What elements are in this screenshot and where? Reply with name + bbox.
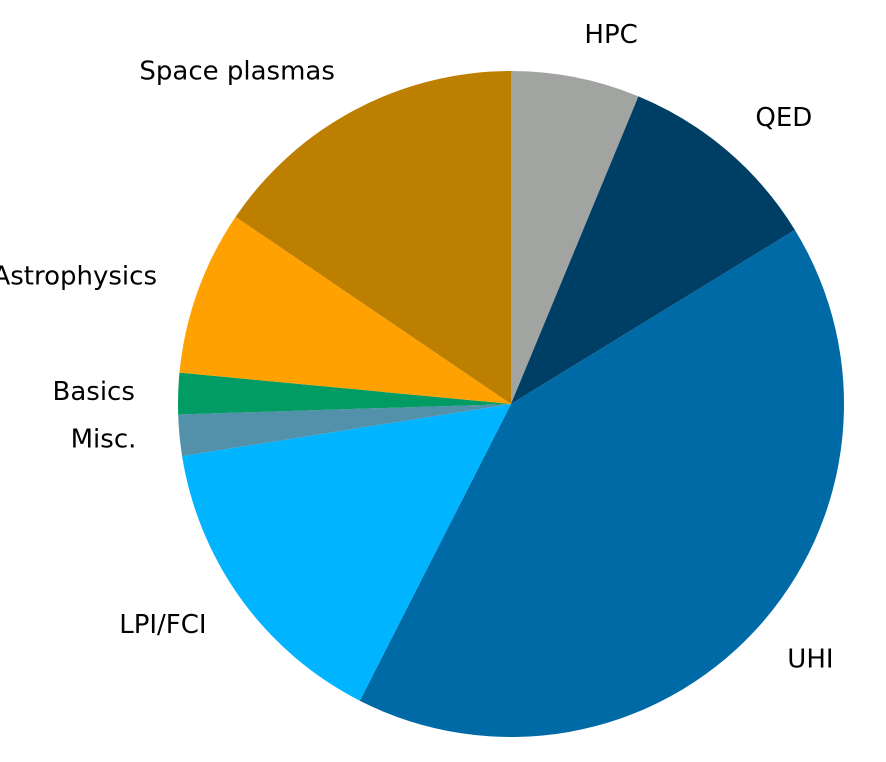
pie-slice-uhi — [359, 230, 845, 738]
pie-slices — [177, 71, 845, 738]
pie-slice-space-plasmas — [235, 71, 511, 404]
pie-label-astrophysics: Astrophysics — [0, 262, 157, 292]
pie-label-hpc: HPC — [584, 20, 637, 50]
pie-label-misc: Misc. — [71, 424, 137, 454]
pie-label-basics: Basics — [53, 377, 135, 407]
pie-slice-qed — [511, 96, 795, 404]
pie-slice-basics — [177, 372, 511, 415]
pie-slice-hpc — [511, 71, 639, 404]
pie-label-qed: QED — [755, 103, 812, 133]
pie-label-uhi: UHI — [787, 644, 833, 674]
pie-labels: HPC QED UHI LPI/FCI Misc. Basics Astrophysics S… — [0, 20, 834, 675]
pie-slice-lpi-fci — [182, 404, 511, 701]
pie-label-lpi-fci: LPI/FCI — [119, 610, 206, 640]
pie-label-space-plasmas: Space plasmas — [139, 56, 335, 86]
pie-slice-astrophysics — [179, 216, 512, 404]
pie-slice-misc — [178, 404, 511, 457]
